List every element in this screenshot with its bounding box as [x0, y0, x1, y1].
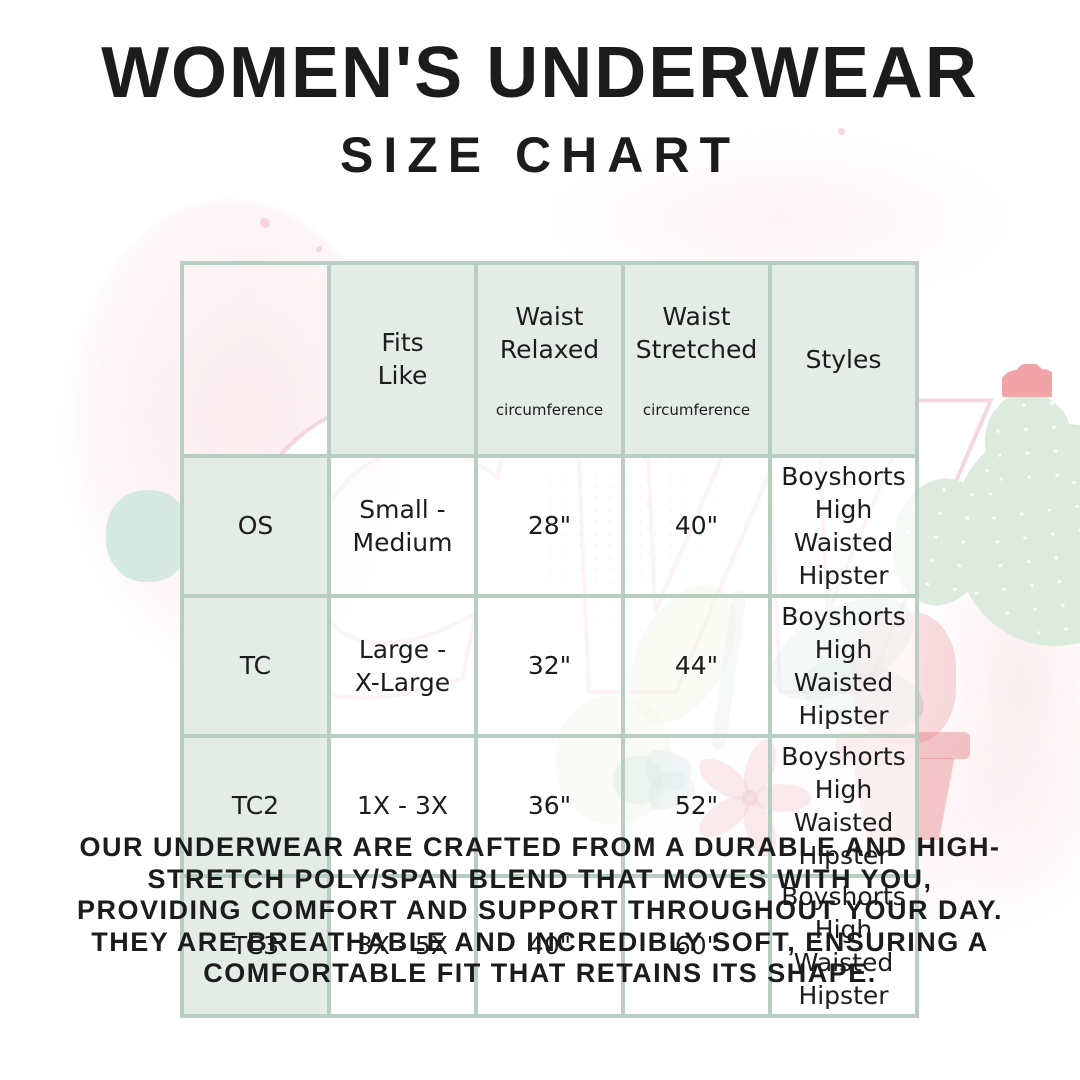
col-header-label: Waist Relaxed — [499, 302, 600, 364]
col-header-label: Waist Stretched — [635, 302, 758, 364]
col-header-sub-label: circumference — [642, 401, 751, 419]
page-subtitle: SIZE CHART — [340, 127, 740, 183]
table-header-row: Fits Like Waist Relaxed circumference Wa… — [180, 261, 919, 458]
cell-waist-relaxed: 40" — [474, 873, 625, 1018]
cell-styles: Boyshorts High Waisted Hipster — [768, 593, 919, 738]
cell-waist-relaxed: 28" — [474, 453, 625, 598]
page-title: WOMEN'S UNDERWEAR — [101, 33, 979, 113]
cell-fits-like: Small - Medium — [327, 453, 478, 598]
cell-fits-like: Large - X-Large — [327, 593, 478, 738]
size-chart-table: Fits Like Waist Relaxed circumference Wa… — [180, 261, 919, 1018]
cell-fits-like: 1X - 3X — [327, 733, 478, 878]
cell-waist-stretched: 40" — [621, 453, 772, 598]
col-header-fits-like: Fits Like — [327, 261, 478, 458]
row-label-size: TC3 — [180, 873, 331, 1018]
row-label-size: OS — [180, 453, 331, 598]
col-header-label: Fits Like — [377, 328, 428, 391]
col-header-waist-stretched: Waist Stretched circumference — [621, 261, 772, 458]
row-label-size: TC2 — [180, 733, 331, 878]
cell-fits-like: 3X - 5X — [327, 873, 478, 1018]
cell-waist-relaxed: 32" — [474, 593, 625, 738]
table-row-os: OS Small - Medium 28" 40" Boyshorts High… — [180, 453, 919, 598]
cell-styles: Boyshorts High Waisted Hipster — [768, 733, 919, 878]
col-header-label: Styles — [805, 344, 882, 374]
row-label-size: TC — [180, 593, 331, 738]
cell-waist-stretched: 44" — [621, 593, 772, 738]
col-header-sub-label: circumference — [495, 401, 604, 419]
table-row-tc: TC Large - X-Large 32" 44" Boyshorts Hig… — [180, 593, 919, 738]
cell-waist-stretched: 52" — [621, 733, 772, 878]
cell-styles: Boyshorts High Waisted Hipster — [768, 453, 919, 598]
cell-waist-relaxed: 36" — [474, 733, 625, 878]
cell-styles: Boyshorts High Waisted Hipster — [768, 873, 919, 1018]
table-row-tc2: TC2 1X - 3X 36" 52" Boyshorts High Waist… — [180, 733, 919, 878]
col-header-waist-relaxed: Waist Relaxed circumference — [474, 261, 625, 458]
col-header-styles: Styles — [768, 261, 919, 458]
table-row-tc3: TC3 3X - 5X 40" 60" Boyshorts High Waist… — [180, 873, 919, 1018]
description-text: OUR UNDERWEAR ARE CRAFTED FROM A DURABLE… — [76, 832, 1004, 989]
cell-waist-stretched: 60" — [621, 873, 772, 1018]
empty-corner-cell — [180, 261, 331, 458]
